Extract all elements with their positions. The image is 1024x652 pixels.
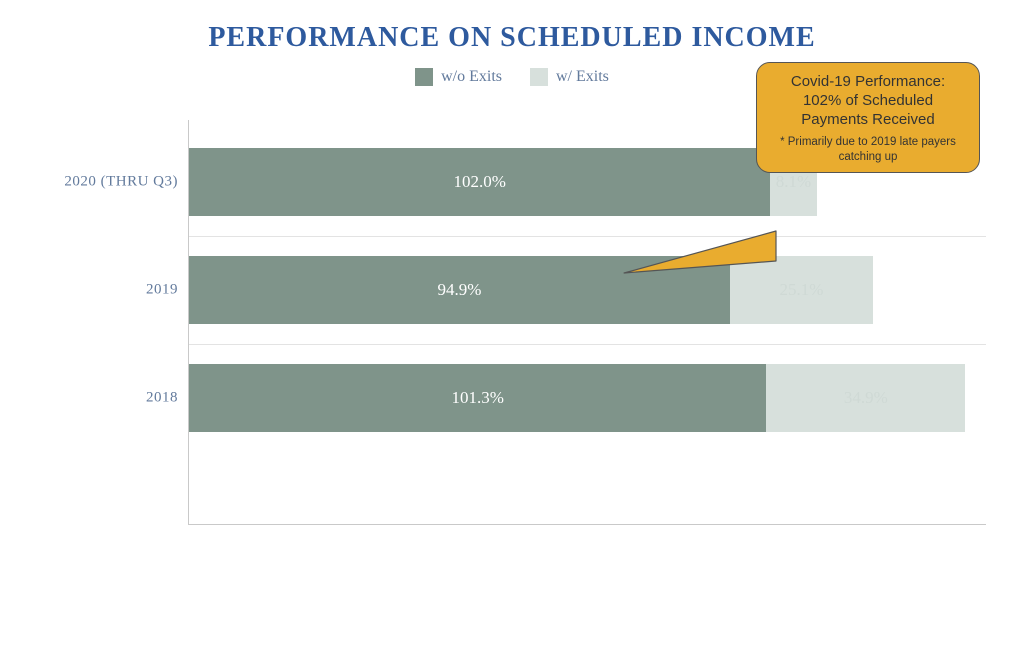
bar-segment: 101.3% (189, 364, 766, 432)
bar-segment: 34.9% (766, 364, 965, 432)
bar-segment: 94.9% (189, 256, 730, 324)
bar-segment: 25.1% (730, 256, 873, 324)
chart-area: 2020 (THRU Q3)20192018 102.0%8.1%94.9%25… (38, 120, 986, 525)
gridline (189, 236, 986, 237)
category-label: 2018 (38, 390, 178, 407)
legend-item-wo-exits: w/o Exits (415, 68, 502, 86)
legend-swatch-wo-exits (415, 68, 433, 86)
legend-item-w-exits: w/ Exits (530, 68, 609, 86)
callout-sub-text: * Primarily due to 2019 late payers catc… (771, 135, 965, 164)
callout-main-text: Covid-19 Performance: 102% of Scheduled … (771, 73, 965, 129)
legend-label: w/ Exits (556, 68, 609, 86)
bar-segment: 102.0% (189, 148, 770, 216)
chart-title: PERFORMANCE ON SCHEDULED INCOME (0, 0, 1024, 54)
legend-swatch-w-exits (530, 68, 548, 86)
legend-label: w/o Exits (441, 68, 502, 86)
plot-area: 102.0%8.1%94.9%25.1%101.3%34.9% (188, 120, 986, 525)
callout-box: Covid-19 Performance: 102% of Scheduled … (756, 62, 980, 173)
category-label: 2020 (THRU Q3) (38, 174, 178, 191)
category-label: 2019 (38, 282, 178, 299)
gridline (189, 344, 986, 345)
